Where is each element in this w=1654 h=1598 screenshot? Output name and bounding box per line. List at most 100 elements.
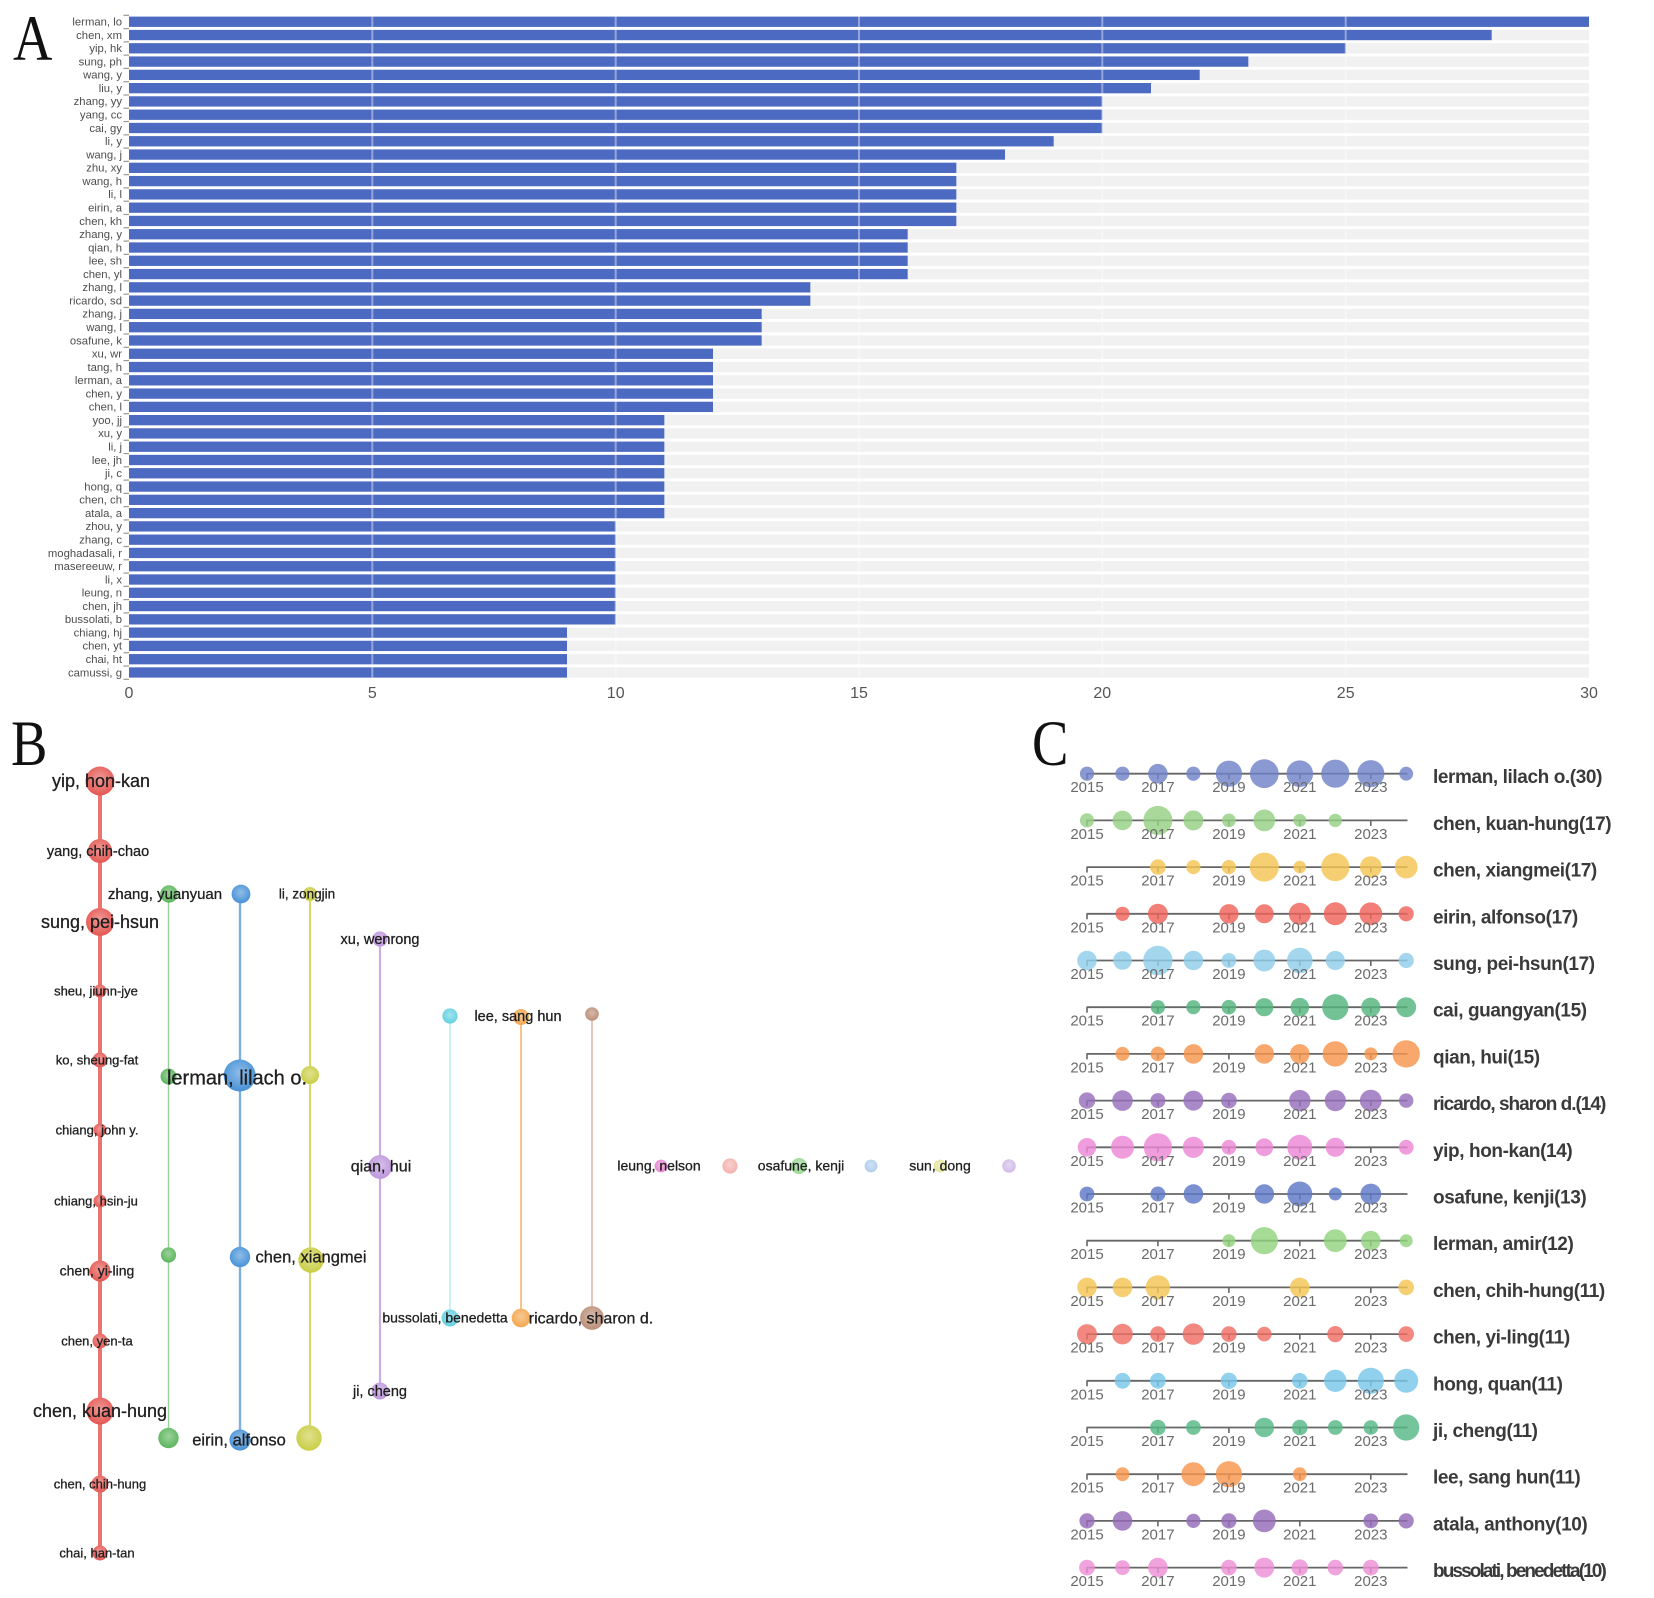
svg-text:yip, hon-kan(14): yip, hon-kan(14) xyxy=(1433,1141,1572,1162)
svg-text:chen, yt: chen, yt xyxy=(82,641,122,653)
svg-text:2019: 2019 xyxy=(1212,1526,1245,1543)
svg-text:zhang, l: zhang, l xyxy=(82,282,122,294)
svg-text:chen, xiangmei: chen, xiangmei xyxy=(256,1248,367,1266)
svg-text:2015: 2015 xyxy=(1070,919,1103,936)
svg-text:B: B xyxy=(11,708,47,779)
svg-text:wang, h: wang, h xyxy=(81,176,122,188)
svg-text:2021: 2021 xyxy=(1283,1293,1316,1310)
svg-text:lee, sang hun: lee, sang hun xyxy=(474,1009,561,1025)
svg-text:chen, yen-ta: chen, yen-ta xyxy=(61,1333,133,1348)
svg-text:sheu, jiunn-jye: sheu, jiunn-jye xyxy=(54,983,138,998)
svg-text:2021: 2021 xyxy=(1283,1573,1316,1590)
svg-text:2019: 2019 xyxy=(1212,1340,1245,1357)
svg-text:ko, sheung-fat: ko, sheung-fat xyxy=(56,1052,139,1067)
svg-text:atala, anthony(10): atala, anthony(10) xyxy=(1433,1514,1587,1535)
svg-text:li, l: li, l xyxy=(108,189,122,201)
svg-text:2021: 2021 xyxy=(1283,1526,1316,1543)
svg-text:ji, cheng(11): ji, cheng(11) xyxy=(1432,1421,1538,1442)
svg-text:2023: 2023 xyxy=(1354,1526,1387,1543)
svg-text:2015: 2015 xyxy=(1070,1433,1103,1450)
svg-text:2015: 2015 xyxy=(1070,1013,1103,1030)
svg-text:hong, q: hong, q xyxy=(84,481,122,493)
svg-text:2019: 2019 xyxy=(1212,826,1245,843)
svg-text:atala, a: atala, a xyxy=(85,508,123,520)
svg-text:li, j: li, j xyxy=(108,442,122,454)
svg-text:ji, cheng: ji, cheng xyxy=(352,1384,407,1400)
svg-text:chen, ch: chen, ch xyxy=(79,495,122,507)
svg-text:2019: 2019 xyxy=(1212,1153,1245,1170)
svg-text:2021: 2021 xyxy=(1283,1153,1316,1170)
svg-text:ji, c: ji, c xyxy=(104,468,122,480)
svg-text:2019: 2019 xyxy=(1212,1293,1245,1310)
svg-text:liu, y: liu, y xyxy=(99,83,123,95)
svg-text:2023: 2023 xyxy=(1354,1153,1387,1170)
svg-text:chiang, hj: chiang, hj xyxy=(74,627,122,639)
svg-text:2021: 2021 xyxy=(1283,1386,1316,1403)
svg-text:bussolati, b: bussolati, b xyxy=(65,614,122,626)
svg-text:2019: 2019 xyxy=(1212,1200,1245,1217)
svg-text:osafune, k: osafune, k xyxy=(70,335,122,347)
svg-text:2017: 2017 xyxy=(1141,1433,1174,1450)
svg-text:2017: 2017 xyxy=(1141,1293,1174,1310)
svg-text:2015: 2015 xyxy=(1070,1340,1103,1357)
svg-text:sung, pei-hsun(17): sung, pei-hsun(17) xyxy=(1433,954,1595,975)
svg-text:2015: 2015 xyxy=(1070,1480,1103,1497)
svg-text:yang, cc: yang, cc xyxy=(80,110,122,122)
svg-text:ricardo, sd: ricardo, sd xyxy=(69,295,122,307)
svg-text:lerman, lilach o.: lerman, lilach o. xyxy=(167,1068,307,1090)
svg-text:zhang, yy: zhang, yy xyxy=(74,96,123,108)
svg-text:0: 0 xyxy=(125,685,134,702)
svg-text:5: 5 xyxy=(368,685,377,702)
svg-text:2015: 2015 xyxy=(1070,1386,1103,1403)
svg-text:zhang, j: zhang, j xyxy=(82,309,122,321)
svg-text:2023: 2023 xyxy=(1354,1386,1387,1403)
svg-text:2023: 2023 xyxy=(1354,966,1387,983)
svg-text:2019: 2019 xyxy=(1212,873,1245,890)
svg-text:sung, pei-hsun: sung, pei-hsun xyxy=(41,912,159,932)
svg-text:2015: 2015 xyxy=(1070,826,1103,843)
svg-text:lerman, lilach o.(30): lerman, lilach o.(30) xyxy=(1433,767,1602,788)
svg-text:2023: 2023 xyxy=(1354,873,1387,890)
svg-text:qian, hui(15): qian, hui(15) xyxy=(1433,1047,1540,1068)
svg-text:bussolati, benedetta(10): bussolati, benedetta(10) xyxy=(1433,1561,1606,1582)
svg-text:2015: 2015 xyxy=(1070,1200,1103,1217)
svg-text:chen, l: chen, l xyxy=(89,402,122,414)
svg-text:chen, yi-ling: chen, yi-ling xyxy=(60,1263,135,1279)
svg-text:sun, dong: sun, dong xyxy=(909,1158,971,1174)
svg-text:2015: 2015 xyxy=(1070,1293,1103,1310)
svg-text:chen, yl: chen, yl xyxy=(83,269,122,281)
svg-text:wang, y: wang, y xyxy=(82,70,122,82)
svg-text:2023: 2023 xyxy=(1354,1200,1387,1217)
svg-text:eirin, alfonso(17): eirin, alfonso(17) xyxy=(1433,907,1578,928)
svg-text:2015: 2015 xyxy=(1070,1246,1103,1263)
svg-text:2021: 2021 xyxy=(1283,966,1316,983)
svg-text:2019: 2019 xyxy=(1212,919,1245,936)
svg-text:2015: 2015 xyxy=(1070,1573,1103,1590)
svg-text:xu, wenrong: xu, wenrong xyxy=(341,932,420,948)
svg-text:2015: 2015 xyxy=(1070,779,1103,796)
svg-text:2017: 2017 xyxy=(1141,1340,1174,1357)
svg-text:yip, hk: yip, hk xyxy=(89,43,122,55)
svg-text:2021: 2021 xyxy=(1283,1480,1316,1497)
svg-text:2021: 2021 xyxy=(1283,1200,1316,1217)
svg-text:2021: 2021 xyxy=(1283,1059,1316,1076)
svg-text:yang, chih-chao: yang, chih-chao xyxy=(47,844,149,860)
svg-text:2023: 2023 xyxy=(1354,1106,1387,1123)
svg-text:cai, guangyan(15): cai, guangyan(15) xyxy=(1433,1001,1587,1022)
svg-text:masereeuw, r: masereeuw, r xyxy=(54,561,122,573)
svg-text:chen, y: chen, y xyxy=(86,388,123,400)
svg-text:qian, h: qian, h xyxy=(88,242,122,254)
svg-text:2023: 2023 xyxy=(1354,1573,1387,1590)
svg-text:2021: 2021 xyxy=(1283,1433,1316,1450)
svg-text:xu, wr: xu, wr xyxy=(92,349,122,361)
svg-text:2017: 2017 xyxy=(1141,1013,1174,1030)
svg-text:chai, ht: chai, ht xyxy=(86,654,123,666)
svg-text:2023: 2023 xyxy=(1354,1293,1387,1310)
svg-text:chiang, john y.: chiang, john y. xyxy=(56,1122,139,1137)
svg-text:2021: 2021 xyxy=(1283,779,1316,796)
svg-text:chen, xm: chen, xm xyxy=(76,30,122,42)
svg-text:25: 25 xyxy=(1337,685,1355,702)
svg-text:zhu, xy: zhu, xy xyxy=(86,163,122,175)
svg-text:2015: 2015 xyxy=(1070,1153,1103,1170)
svg-text:2023: 2023 xyxy=(1354,1246,1387,1263)
